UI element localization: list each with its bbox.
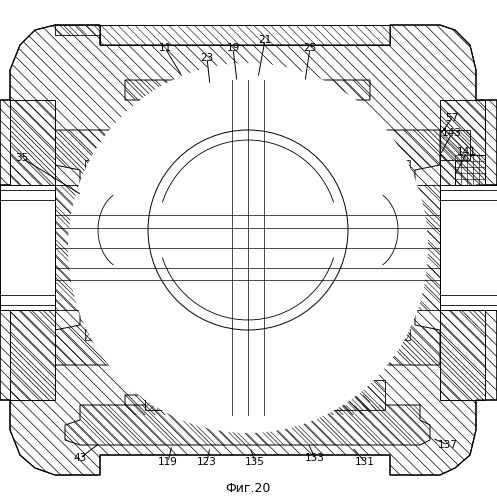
Text: 141: 141 — [457, 147, 477, 157]
Text: 35: 35 — [15, 153, 29, 163]
Polygon shape — [175, 145, 320, 234]
Polygon shape — [355, 251, 410, 262]
Polygon shape — [85, 173, 140, 184]
Polygon shape — [140, 100, 355, 142]
Polygon shape — [355, 160, 410, 171]
Polygon shape — [355, 238, 410, 249]
Polygon shape — [355, 173, 410, 184]
Polygon shape — [85, 303, 140, 314]
Polygon shape — [236, 330, 260, 365]
Polygon shape — [85, 264, 140, 275]
Polygon shape — [85, 238, 140, 249]
Polygon shape — [85, 160, 140, 171]
Polygon shape — [10, 310, 55, 400]
Polygon shape — [370, 130, 440, 365]
Polygon shape — [55, 25, 100, 35]
Polygon shape — [440, 100, 485, 185]
Text: 11: 11 — [159, 43, 171, 53]
Polygon shape — [173, 330, 197, 365]
Polygon shape — [355, 277, 410, 288]
Ellipse shape — [148, 130, 348, 330]
Bar — [0, 185, 55, 310]
Polygon shape — [330, 380, 385, 410]
Text: 143: 143 — [442, 128, 462, 138]
Polygon shape — [175, 266, 320, 355]
Polygon shape — [85, 290, 140, 301]
Polygon shape — [85, 199, 140, 210]
Text: 23: 23 — [200, 53, 214, 63]
Polygon shape — [175, 370, 245, 405]
Polygon shape — [440, 310, 485, 400]
Text: 135: 135 — [245, 457, 265, 467]
Polygon shape — [355, 264, 410, 275]
Bar — [440, 185, 497, 310]
Polygon shape — [183, 165, 313, 295]
Polygon shape — [125, 356, 370, 415]
Polygon shape — [85, 212, 140, 223]
Polygon shape — [250, 370, 320, 405]
Polygon shape — [55, 130, 125, 365]
Text: 131: 131 — [355, 457, 375, 467]
Polygon shape — [198, 330, 222, 365]
Polygon shape — [100, 25, 390, 45]
Polygon shape — [0, 25, 497, 475]
Polygon shape — [145, 380, 195, 410]
Polygon shape — [65, 405, 430, 445]
Polygon shape — [140, 356, 355, 395]
Polygon shape — [85, 251, 140, 262]
Polygon shape — [355, 212, 410, 223]
Polygon shape — [355, 303, 410, 314]
Text: 19: 19 — [226, 43, 240, 53]
Polygon shape — [355, 290, 410, 301]
Polygon shape — [355, 199, 410, 210]
Ellipse shape — [68, 63, 428, 433]
Polygon shape — [271, 330, 295, 365]
Polygon shape — [355, 329, 410, 340]
Polygon shape — [85, 277, 140, 288]
Text: 123: 123 — [197, 457, 217, 467]
Polygon shape — [355, 186, 410, 197]
Polygon shape — [85, 316, 140, 327]
Polygon shape — [85, 225, 140, 236]
Polygon shape — [55, 185, 85, 310]
Polygon shape — [355, 316, 410, 327]
Text: 43: 43 — [74, 453, 86, 463]
Polygon shape — [10, 100, 55, 185]
Polygon shape — [296, 330, 320, 365]
Polygon shape — [85, 329, 140, 340]
Polygon shape — [440, 130, 470, 160]
Polygon shape — [410, 185, 440, 310]
Text: 57: 57 — [445, 113, 459, 123]
Text: 119: 119 — [158, 457, 178, 467]
Polygon shape — [125, 80, 370, 142]
Text: 133: 133 — [305, 453, 325, 463]
Text: Фиг.20: Фиг.20 — [225, 482, 271, 495]
Text: 25: 25 — [303, 43, 317, 53]
Polygon shape — [85, 186, 140, 197]
Text: 137: 137 — [438, 440, 458, 450]
Polygon shape — [355, 225, 410, 236]
Text: 21: 21 — [258, 35, 272, 45]
Bar — [455, 155, 485, 245]
